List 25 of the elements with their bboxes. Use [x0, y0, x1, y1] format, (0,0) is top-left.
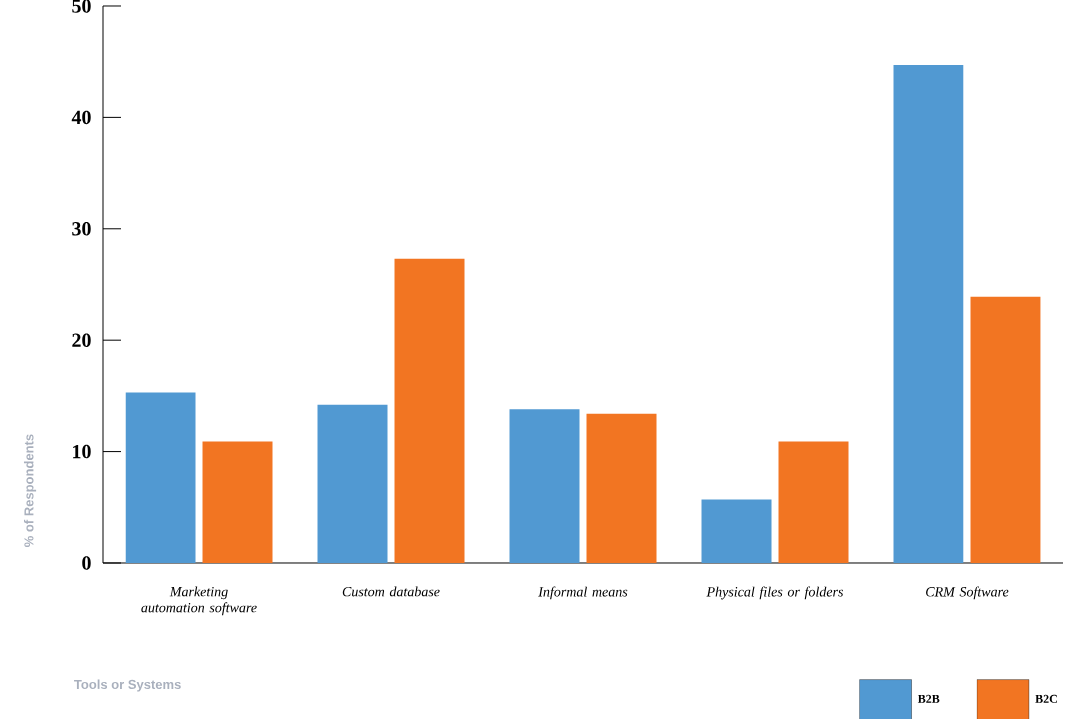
bar: [317, 404, 388, 563]
bar: [778, 441, 849, 563]
text: B2B: [917, 694, 940, 703]
bar: [701, 499, 772, 563]
x-tick-label: Custom database: [342, 586, 440, 597]
x-axis-title: Tools or Systems: [74, 679, 181, 692]
y-tick-label: 50: [72, 0, 91, 13]
bar: [893, 65, 964, 563]
bar: [970, 296, 1041, 563]
x-tick-label: CRM Software: [926, 586, 1009, 600]
y-tick-label: 0: [82, 556, 91, 570]
bar: [125, 392, 196, 563]
y-tick-label: 20: [72, 333, 91, 347]
bar: [394, 258, 465, 563]
y-tick-label: 30: [72, 222, 91, 236]
x-tick-label: Physical files or folders: [706, 586, 844, 600]
x-tick-label: Marketing automation software: [141, 586, 257, 616]
y-tick-label: 10: [73, 444, 91, 459]
y-axis-title: % of Respondents: [23, 434, 37, 547]
bar: [586, 413, 657, 563]
text: B2C: [1035, 694, 1057, 703]
bar: [202, 441, 273, 563]
x-tick-label: Informal means: [538, 586, 628, 600]
bar: [509, 409, 580, 563]
y-tick-label: 40: [71, 110, 91, 125]
